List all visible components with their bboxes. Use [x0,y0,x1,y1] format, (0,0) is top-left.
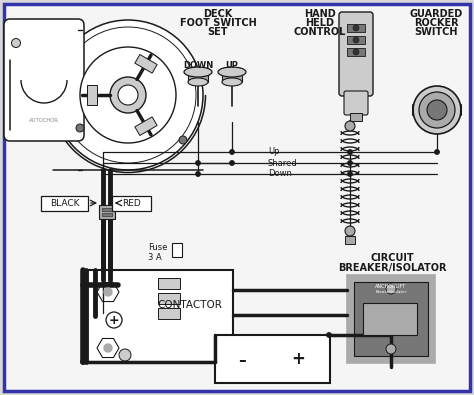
Circle shape [119,349,131,361]
Ellipse shape [218,67,246,77]
Text: Down: Down [268,169,292,179]
Text: CONTACTOR: CONTACTOR [157,300,222,310]
Text: HAND: HAND [304,9,336,19]
Circle shape [179,136,187,144]
Bar [347,24,365,32]
Text: ROCKER: ROCKER [414,18,458,28]
Ellipse shape [188,78,208,86]
Circle shape [76,124,84,132]
Circle shape [353,37,359,43]
FancyBboxPatch shape [339,12,373,96]
Text: +: + [109,314,119,327]
Bar [158,308,180,319]
Text: Up: Up [268,147,280,156]
Circle shape [60,27,196,163]
Bar [347,48,365,56]
Ellipse shape [184,67,212,77]
Circle shape [427,100,447,120]
Circle shape [110,77,146,113]
Text: UP: UP [226,60,238,70]
Text: CONTROL: CONTROL [294,27,346,37]
Circle shape [230,150,234,154]
Circle shape [104,344,112,352]
Text: CIRCUIT: CIRCUIT [370,253,414,263]
Text: Fuse: Fuse [148,243,167,252]
Bar [363,303,417,335]
Text: BLACK: BLACK [50,199,80,207]
Text: FOOT SWITCH: FOOT SWITCH [180,18,256,28]
Circle shape [80,47,176,143]
Text: ANCHORLIFT: ANCHORLIFT [375,284,407,288]
FancyBboxPatch shape [42,196,89,211]
Circle shape [118,85,138,105]
Circle shape [419,92,455,128]
Bar [347,275,435,363]
Bar [188,72,208,82]
Bar [350,113,362,121]
Text: 3 A: 3 A [148,254,162,263]
Text: SWITCH: SWITCH [414,27,458,37]
Text: DECK: DECK [203,9,233,19]
Bar [135,55,157,73]
FancyBboxPatch shape [4,19,84,141]
Ellipse shape [222,78,242,86]
Circle shape [353,49,359,55]
Text: AUTOCHOR: AUTOCHOR [29,117,59,122]
Bar [158,278,180,289]
Circle shape [196,161,200,165]
Text: GUARDED: GUARDED [410,9,463,19]
Bar [102,208,112,211]
Text: Shared: Shared [268,158,298,167]
Circle shape [345,121,355,131]
Bar [87,85,97,105]
Bar [102,213,112,216]
Bar [83,270,233,362]
Circle shape [104,288,112,296]
Bar [354,282,428,356]
FancyBboxPatch shape [112,196,152,211]
Text: BREAKER/ISOLATOR: BREAKER/ISOLATOR [338,263,446,273]
Bar [347,36,365,44]
Text: SET: SET [208,27,228,37]
Text: HELD: HELD [306,18,335,28]
Circle shape [413,86,461,134]
Circle shape [386,344,396,354]
Circle shape [348,150,352,154]
Bar [99,205,115,219]
Circle shape [435,150,439,154]
FancyBboxPatch shape [344,91,368,115]
Circle shape [348,172,352,176]
Text: BreakerIsolator: BreakerIsolator [375,290,407,294]
Bar [172,243,182,257]
Bar [215,335,330,383]
Circle shape [327,333,331,337]
Bar [158,293,180,304]
Text: –: – [238,354,246,369]
Text: +: + [291,350,305,368]
Circle shape [386,284,396,294]
Circle shape [53,20,203,170]
Circle shape [353,25,359,31]
Circle shape [348,161,352,165]
Bar [135,117,157,135]
Circle shape [106,312,122,328]
Text: RED: RED [123,199,141,207]
Bar [345,236,355,244]
Circle shape [81,360,85,364]
Bar [222,72,242,82]
Circle shape [345,226,355,236]
Circle shape [230,161,234,165]
Text: DOWN: DOWN [183,60,213,70]
Circle shape [11,38,20,47]
Circle shape [196,172,200,176]
